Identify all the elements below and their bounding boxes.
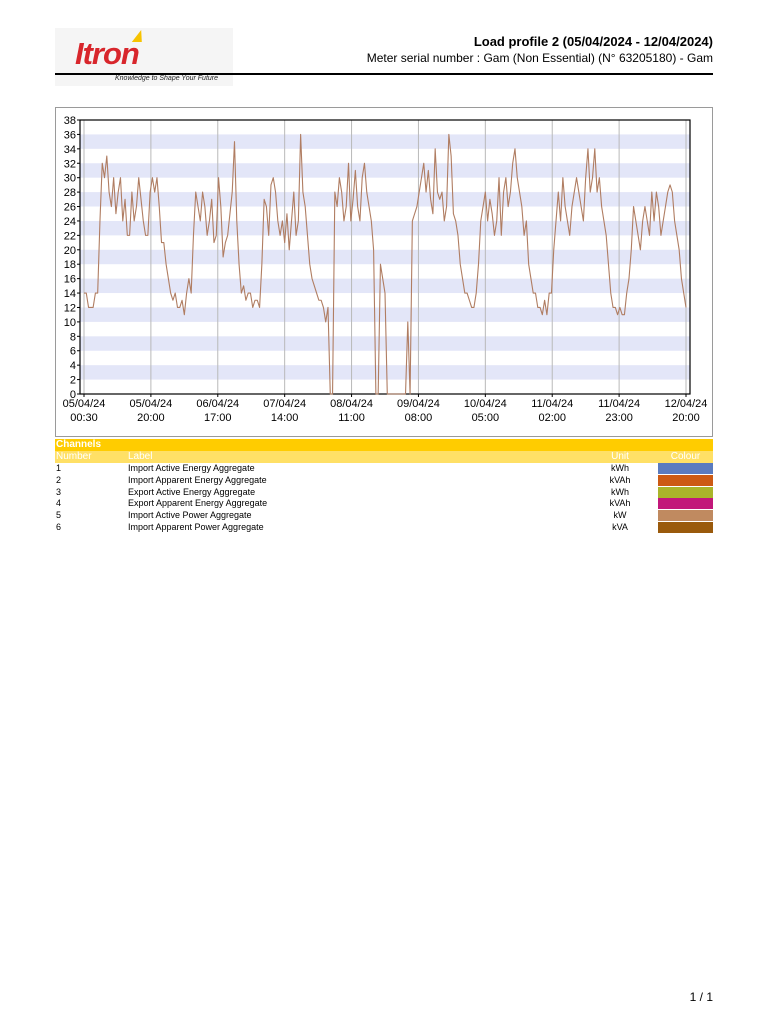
header-label: Label bbox=[128, 451, 153, 462]
channel-colour-swatch bbox=[658, 463, 713, 474]
x-tick-time-label: 05:00 bbox=[472, 412, 500, 424]
channel-row: 2 Import Apparent Energy Aggregate kVAh bbox=[55, 474, 713, 487]
header-divider bbox=[55, 73, 713, 75]
grid-band bbox=[80, 365, 690, 380]
channel-unit: kW bbox=[613, 510, 627, 521]
series-line-import-active-power bbox=[84, 133, 687, 395]
channel-unit: kWh bbox=[611, 486, 629, 497]
y-tick-label: 36 bbox=[64, 129, 76, 141]
channel-number: 1 bbox=[56, 463, 62, 473]
channel-label: Import Apparent Power Aggregate bbox=[128, 521, 264, 532]
channel-number: 5 bbox=[56, 510, 62, 521]
x-tick-time-label: 20:00 bbox=[137, 412, 165, 424]
channels-table: Channels Number Label Unit Colour 1 Impor… bbox=[55, 439, 713, 534]
channel-number: 2 bbox=[56, 474, 62, 485]
chart-canvas: 3836343230282624222018161412108642005/04… bbox=[63, 115, 708, 424]
page-number: 1 / 1 bbox=[689, 990, 713, 1004]
load-profile-chart: 38 36 34 32 30 28 26 24 22 20 18 16 14 12 10 8 6 4 2 0 05/04… bbox=[55, 107, 713, 437]
y-tick-label: 8 bbox=[70, 331, 76, 343]
y-tick-label: 0 bbox=[70, 389, 76, 401]
grid-band bbox=[80, 220, 690, 236]
y-tick-label: 18 bbox=[64, 259, 76, 271]
y-tick-label: 20 bbox=[64, 245, 76, 257]
channel-label: Import Apparent Energy Aggregate bbox=[128, 474, 267, 485]
channel-row: 4 Export Apparent Energy Aggregate kVAh bbox=[55, 498, 713, 510]
y-tick-label: 38 bbox=[64, 115, 76, 127]
y-tick-label: 26 bbox=[64, 202, 76, 214]
channel-label: Export Active Energy Aggregate bbox=[128, 486, 256, 497]
channel-number: 4 bbox=[56, 498, 62, 509]
y-tick-label: 16 bbox=[64, 274, 76, 286]
grid-band bbox=[80, 336, 690, 351]
logo-accent-icon bbox=[131, 30, 147, 42]
y-tick-label: 4 bbox=[70, 360, 76, 372]
y-tick-label: 30 bbox=[64, 173, 76, 185]
y-tick-label: 6 bbox=[70, 346, 76, 358]
y-tick-label: 2 bbox=[70, 375, 76, 387]
x-tick-time-label: 23:00 bbox=[605, 412, 633, 424]
header-colour: Colour bbox=[670, 451, 701, 462]
y-tick-label: 10 bbox=[64, 317, 76, 329]
x-tick-time-label: 02:00 bbox=[538, 412, 566, 424]
grid-band bbox=[80, 192, 690, 207]
grid-band bbox=[80, 134, 690, 149]
channel-rows: 1 Import Active Energy Aggregate kWh 2 Impor… bbox=[55, 463, 713, 534]
x-tick-time-label: 20:00 bbox=[672, 412, 700, 424]
y-tick-label: 14 bbox=[64, 288, 76, 300]
channel-unit: kVAh bbox=[609, 474, 631, 485]
x-tick-time-label: 08:00 bbox=[405, 412, 433, 424]
y-tick-label: 28 bbox=[64, 187, 76, 199]
channel-label: Export Apparent Energy Aggregate bbox=[128, 498, 268, 509]
itron-logo: Itron Knowledge to Shape Your Future bbox=[55, 28, 233, 86]
x-tick-date-label: 10/04/24 bbox=[464, 398, 507, 410]
y-tick-label: 12 bbox=[64, 302, 76, 314]
channel-unit: kWh bbox=[611, 463, 629, 473]
y-tick-label: 24 bbox=[64, 216, 76, 228]
y-tick-label: 22 bbox=[64, 230, 76, 242]
channel-label: Import Active Energy Aggregate bbox=[128, 463, 255, 473]
channel-unit: kVA bbox=[612, 521, 628, 532]
x-tick-time-label: 00:30 bbox=[70, 412, 98, 424]
channel-colour-swatch bbox=[658, 498, 713, 510]
report-title: Load profile 2 (05/04/2024 - 12/04/2024) bbox=[473, 34, 713, 49]
header-unit: Unit bbox=[611, 451, 629, 462]
channel-row: 5 Import Active Power Aggregate kW bbox=[55, 510, 713, 522]
grid-band bbox=[80, 278, 690, 294]
grid-band bbox=[80, 163, 690, 178]
x-tick-time-label: 17:00 bbox=[204, 412, 232, 424]
channels-header-row: Number Label Unit Colour bbox=[55, 451, 713, 463]
channel-colour-swatch bbox=[658, 521, 713, 533]
meter-subtitle: Meter serial number : Gam (Non Essential… bbox=[366, 51, 713, 65]
header-number: Number bbox=[56, 451, 92, 462]
channels-title: Channels bbox=[55, 439, 713, 451]
channel-unit: kVAh bbox=[609, 498, 631, 509]
channel-number: 3 bbox=[56, 486, 62, 497]
channel-row: 6 Import Apparent Power Aggregate kVA bbox=[55, 521, 713, 534]
logo-tagline: Knowledge to Shape Your Future bbox=[115, 75, 219, 82]
x-tick-date-label: 09/04/24 bbox=[397, 398, 440, 410]
x-tick-time-label: 14:00 bbox=[271, 412, 299, 424]
x-tick-date-label: 05/04/24 bbox=[129, 398, 172, 410]
plot-border bbox=[79, 119, 691, 395]
grid-band bbox=[80, 249, 690, 265]
channel-number: 6 bbox=[56, 521, 62, 532]
x-tick-date-label: 05/04/24 bbox=[63, 398, 106, 410]
channel-colour-swatch bbox=[658, 474, 713, 486]
x-tick-date-label: 12/04/24 bbox=[665, 398, 708, 410]
x-tick-date-label: 06/04/24 bbox=[196, 398, 239, 410]
channel-row: 1 Import Active Energy Aggregate kWh bbox=[55, 463, 713, 475]
x-tick-date-label: 11/04/24 bbox=[531, 398, 573, 410]
x-tick-time-label: 11:00 bbox=[338, 412, 365, 424]
x-tick-date-label: 08/04/24 bbox=[330, 398, 373, 410]
y-tick-label: 32 bbox=[64, 158, 76, 170]
channel-colour-swatch bbox=[658, 510, 713, 522]
y-tick-label: 34 bbox=[64, 144, 76, 156]
channel-colour-swatch bbox=[658, 486, 713, 498]
channel-label: Import Active Power Aggregate bbox=[128, 510, 252, 521]
logo-wordmark: Itron bbox=[75, 36, 140, 71]
channel-row: 3 Export Active Energy Aggregate kWh bbox=[55, 486, 713, 499]
x-tick-date-label: 07/04/24 bbox=[263, 398, 306, 410]
x-tick-date-label: 11/04/24 bbox=[598, 398, 640, 410]
